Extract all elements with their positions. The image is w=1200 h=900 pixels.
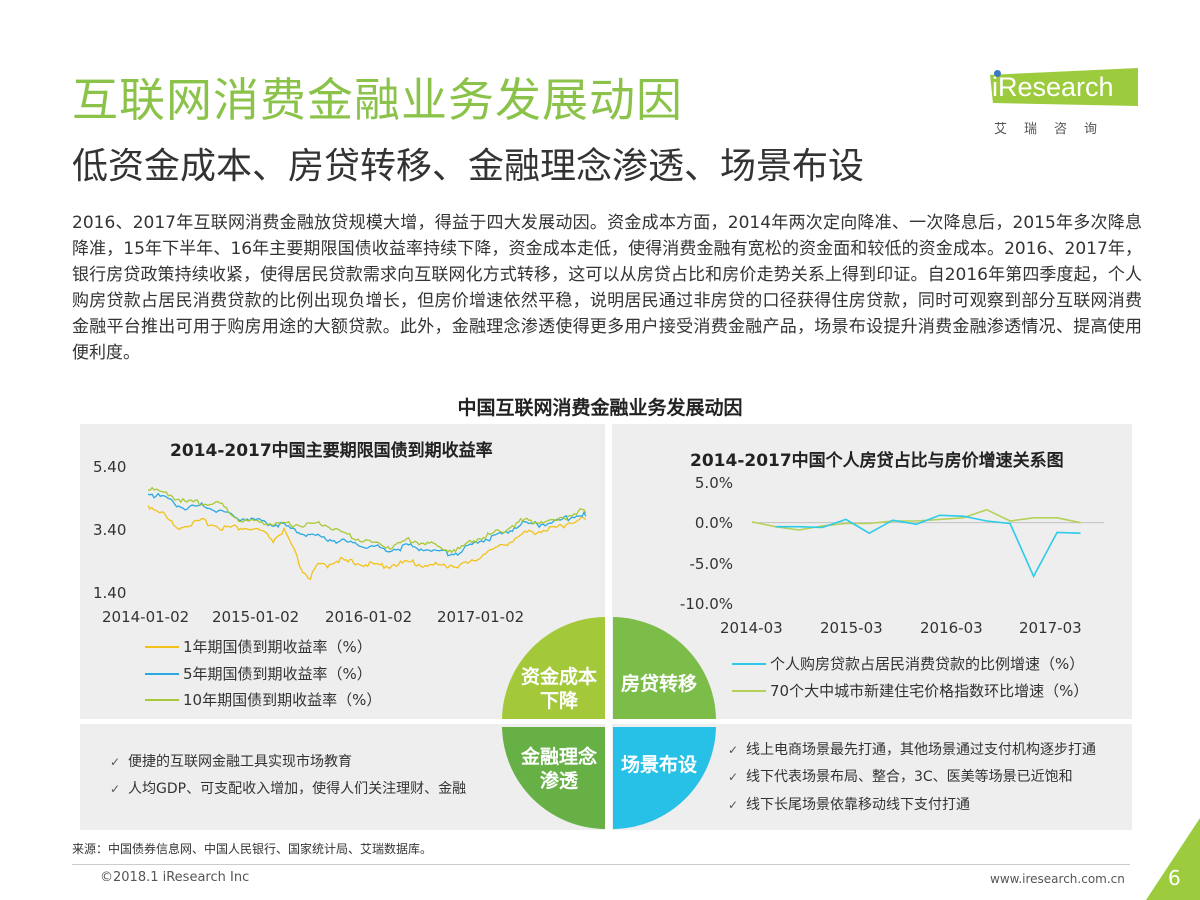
- legend-swatch: [145, 698, 179, 701]
- chart2-ytick: 5.0%: [694, 474, 733, 492]
- chart1-xtick: 2017-01-02: [437, 608, 525, 626]
- chart1-legend-item: 5年期国债到期收益率（%）: [145, 663, 372, 684]
- iresearch-logo: iResearch 艾瑞咨询: [988, 62, 1140, 142]
- quadrant-mortgage-shift: [613, 617, 716, 719]
- chart2-xtick: 2017-03: [1019, 619, 1082, 637]
- chart2-legend-item: 个人购房贷款占居民消费贷款的比例增速（%）: [732, 653, 1084, 674]
- quadrant-circle: [502, 617, 716, 829]
- quadrant-label-q3: 金融理念 渗透: [520, 746, 597, 792]
- footer-url: www.iresearch.com.cn: [990, 872, 1125, 886]
- legend-label: 10年期国债到期收益率（%）: [183, 691, 382, 709]
- figure-title: 中国互联网消费金融业务发展动因: [457, 397, 743, 419]
- bullet-item: ✓ 线上电商场景最先打通，其他场景通过支付机构逐步打通: [728, 739, 1096, 759]
- chart1-legend-item: 10年期国债到期收益率（%）: [145, 689, 381, 710]
- chart1-title: 2014-2017中国主要期限国债到期收益率: [170, 441, 493, 461]
- chart2-ytick: -10.0%: [679, 595, 733, 613]
- check-icon: ✓: [728, 798, 739, 812]
- chart2-title: 2014-2017中国个人房贷占比与房价增速关系图: [690, 451, 1064, 471]
- bullet-text: 线上电商场景最先打通，其他场景通过支付机构逐步打通: [746, 742, 1096, 758]
- legend-swatch: [732, 662, 766, 665]
- check-icon: ✓: [728, 743, 739, 757]
- legend-label: 5年期国债到期收益率（%）: [183, 665, 372, 683]
- chart1-xtick: 2016-01-02: [325, 608, 413, 626]
- legend-label: 70个大中城市新建住宅价格指数环比增速（%）: [770, 682, 1089, 700]
- bullet-item: ✓ 线下长尾场景依靠移动线下支付打通: [728, 794, 970, 814]
- legend-label: 1年期国债到期收益率（%）: [183, 638, 372, 656]
- intro-paragraph: 2016、2017年互联网消费金融放贷规模大增，得益于四大发展动因。资金成本方面…: [72, 213, 1142, 363]
- chart1-xtick: 2015-01-02: [212, 608, 300, 626]
- copyright: ©2018.1 iResearch Inc: [100, 870, 250, 885]
- chart2-legend-item: 70个大中城市新建住宅价格指数环比增速（%）: [732, 680, 1088, 701]
- bullet-text: 线下长尾场景依靠移动线下支付打通: [746, 797, 970, 813]
- bullet-item: ✓ 人均GDP、可支配收入增加，使得人们关注理财、金融: [110, 778, 466, 798]
- chart1-ytick: 5.40: [93, 458, 127, 476]
- chart2-xtick: 2016-03: [920, 619, 983, 637]
- quadrant-finance-concept: [502, 727, 605, 829]
- chart2-ytick: -5.0%: [689, 555, 733, 573]
- bullet-item: ✓ 线下代表场景布局、整合，3C、医美等场景已近饱和: [728, 766, 1073, 786]
- legend-swatch: [732, 689, 766, 692]
- source-note: 来源：中国债券信息网、中国人民银行、国家统计局、艾瑞数据库。: [72, 842, 433, 856]
- chart1-ytick: 3.40: [93, 521, 127, 539]
- quadrant-label-q1: 资金成本 下降: [520, 666, 597, 712]
- chart2-xtick: 2014-03: [720, 619, 783, 637]
- check-icon: ✓: [110, 755, 121, 769]
- page-number: 6: [1168, 866, 1181, 890]
- quadrant-capital-cost: [502, 617, 605, 719]
- check-icon: ✓: [728, 770, 739, 784]
- legend-swatch: [145, 672, 179, 675]
- page-subtitle: 低资金成本、房贷转移、金融理念渗透、场景布设: [72, 146, 865, 187]
- chart2-xtick: 2015-03: [820, 619, 883, 637]
- chart1-xtick: 2014-01-02: [102, 608, 190, 626]
- drivers-quadrant: 资金成本 下降 房贷转移 金融理念 渗透 场景布设: [500, 617, 718, 829]
- chart2-ytick: 0.0%: [694, 514, 733, 532]
- bullet-text: 人均GDP、可支配收入增加，使得人们关注理财、金融: [128, 781, 467, 797]
- chart1-legend-item: 1年期国债到期收益率（%）: [145, 636, 372, 657]
- bullet-text: 线下代表场景布局、整合，3C、医美等场景已近饱和: [746, 769, 1073, 785]
- footer-divider: [72, 864, 1130, 865]
- legend-label: 个人购房贷款占居民消费贷款的比例增速（%）: [770, 655, 1085, 673]
- check-icon: ✓: [110, 782, 121, 796]
- chart1-ytick: 1.40: [93, 584, 127, 602]
- bullet-text: 便捷的互联网金融工具实现市场教育: [128, 754, 352, 770]
- quadrant-label-q2: 房贷转移: [620, 673, 697, 695]
- bullet-item: ✓ 便捷的互联网金融工具实现市场教育: [110, 751, 352, 771]
- logo-cn: 艾瑞咨询: [994, 122, 1115, 137]
- quadrant-scenarios: [613, 727, 716, 829]
- page-title: 互联网消费金融业务发展动因: [72, 73, 683, 127]
- logo-text: iResearch: [992, 72, 1114, 102]
- legend-swatch: [145, 645, 179, 648]
- quadrant-label-q4: 场景布设: [620, 754, 697, 776]
